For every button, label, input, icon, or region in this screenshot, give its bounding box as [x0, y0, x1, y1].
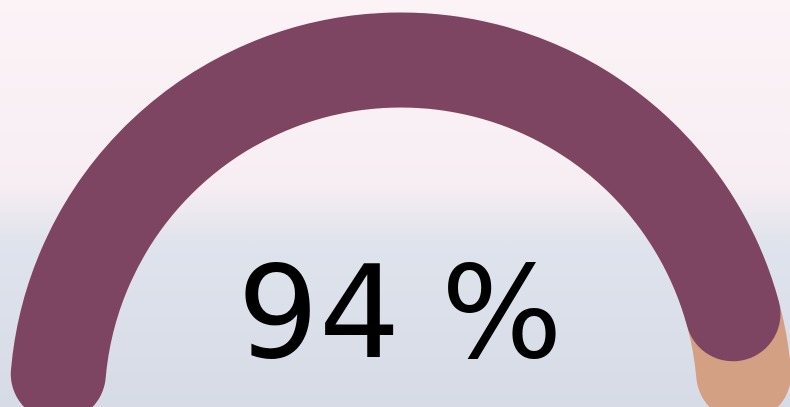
gauge-label: 94 %: [237, 239, 562, 388]
gauge-value: [10, 12, 781, 407]
